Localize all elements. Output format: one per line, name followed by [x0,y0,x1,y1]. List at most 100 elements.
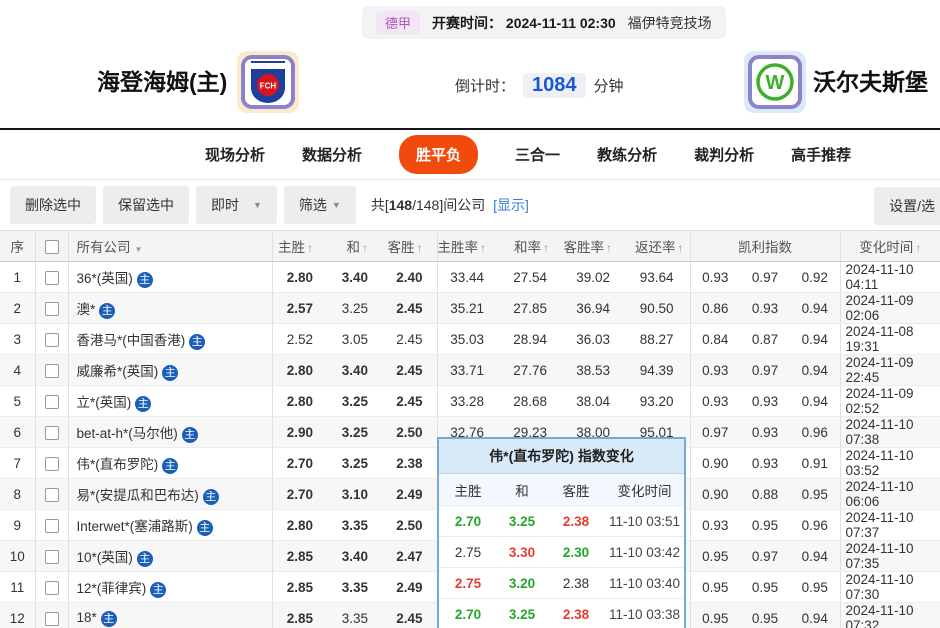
col-payout[interactable]: 返还率 ↑ [626,230,690,262]
kelly-draw: 0.93 [740,416,790,448]
draw-rate: 27.54 [500,261,563,293]
col-change-time[interactable]: 变化时间 ↑ [839,230,940,262]
row-checkbox[interactable] [44,518,59,533]
kelly-draw: 0.93 [740,447,790,479]
change-time: 2024-11-10 07:37 [839,509,940,541]
col-draw-odds[interactable]: 和 ↑ [327,230,382,262]
payout-rate: 94.39 [626,354,690,386]
select-all-checkbox[interactable] [44,239,59,254]
company-name-cell[interactable]: 36*(英国) 主 [67,261,272,293]
draw-odds: 3.05 [327,323,382,355]
sort-asc-icon: ↑ [307,241,313,255]
kelly-draw: 0.88 [740,478,790,510]
row-checkbox[interactable] [44,270,59,285]
popup-away-odds: 2.38 [562,575,590,591]
delete-selected-button[interactable]: 删除选中 [10,186,96,224]
draw-odds: 3.35 [327,509,382,541]
tab-现场分析[interactable]: 现场分析 [205,147,266,164]
change-time: 2024-11-10 06:06 [839,478,940,510]
company-name-cell[interactable]: 伟*(直布罗陀) 主 [67,447,272,479]
home-odds: 2.52 [271,323,327,355]
away-odds: 2.45 [382,602,437,628]
row-checkbox-cell [34,478,68,510]
col-home-odds[interactable]: 主胜 ↑ [271,230,327,262]
company-name: bet-at-h*(马尔他) [76,425,178,441]
company-name-cell[interactable]: Interwet*(塞浦路斯) 主 [67,509,272,541]
company-name-cell[interactable]: 香港马*(中国香港) 主 [67,323,272,355]
tab-三合一[interactable]: 三合一 [515,147,561,164]
away-rate: 38.04 [563,385,626,417]
tab-数据分析[interactable]: 数据分析 [302,147,363,164]
row-seq: 4 [0,354,35,386]
home-odds: 2.90 [271,416,327,448]
kelly-draw: 0.95 [740,509,790,541]
company-name-cell[interactable]: 威廉希*(英国) 主 [67,354,272,386]
sort-asc-icon: ↑ [543,241,549,255]
popup-col-draw: 和 [515,483,529,499]
col-draw-rate[interactable]: 和率 ↑ [500,230,563,262]
kelly-away: 0.94 [790,292,841,324]
company-name-cell[interactable]: 立*(英国) 主 [67,385,272,417]
table-row: 6 bet-at-h*(马尔他) 主 2.90 3.25 2.50 32.76 29.23 38… [0,416,940,448]
popup-col-away: 客胜 [562,483,590,499]
row-checkbox[interactable] [44,332,59,347]
away-team-logo: W [744,51,806,113]
kelly-draw: 0.95 [740,602,790,628]
col-away-odds[interactable]: 客胜 ↑ [382,230,437,262]
kelly-home: 0.93 [689,509,740,541]
show-link[interactable]: [显示] [493,197,529,213]
draw-rate: 28.94 [500,323,563,355]
row-checkbox[interactable] [44,456,59,471]
away-rate: 36.03 [563,323,626,355]
company-name-cell[interactable]: bet-at-h*(马尔他) 主 [67,416,272,448]
home-odds: 2.85 [271,602,327,628]
kelly-draw: 0.93 [740,385,790,417]
live-odds-select[interactable]: 即时 ▼ [196,186,277,224]
row-checkbox[interactable] [44,301,59,316]
table-row: 1 36*(英国) 主 2.80 3.40 2.40 33.44 27.54 39.02 93.6… [0,261,940,293]
popup-col-home: 主胜 [454,483,482,499]
company-name-cell[interactable]: 10*(英国) 主 [67,540,272,572]
main-company-badge: 主 [189,333,206,350]
filter-select[interactable]: 筛选 ▼ [283,186,356,224]
col-company[interactable]: 所有公司 ▼ [67,230,272,262]
row-checkbox[interactable] [44,611,59,626]
venue: 福伊特竞技场 [627,14,712,31]
company-name-cell[interactable]: 易*(安提瓜和巴布达) 主 [67,478,272,510]
tab-高手推荐[interactable]: 高手推荐 [791,147,852,164]
row-checkbox[interactable] [44,363,59,378]
away-rate: 39.02 [563,261,626,293]
row-checkbox[interactable] [44,394,59,409]
draw-odds: 3.25 [327,292,382,324]
company-name-cell[interactable]: 澳* 主 [67,292,272,324]
tab-裁判分析[interactable]: 裁判分析 [694,147,755,164]
kickoff-time: 2024-11-11 02:30 [505,14,616,31]
popup-draw-odds: 3.20 [508,575,536,591]
row-checkbox[interactable] [44,487,59,502]
row-checkbox[interactable] [44,549,59,564]
col-away-rate[interactable]: 客胜率 ↑ [563,230,626,262]
tab-胜平负[interactable]: 胜平负 [399,135,479,174]
away-odds: 2.38 [382,447,437,479]
row-seq: 9 [0,509,35,541]
row-checkbox-cell [34,354,68,386]
row-checkbox[interactable] [44,580,59,595]
keep-selected-button[interactable]: 保留选中 [103,186,189,224]
home-odds: 2.85 [271,571,327,603]
tab-教练分析[interactable]: 教练分析 [597,147,658,164]
company-name-cell[interactable]: 18* 主 [67,602,272,628]
company-name: 香港马*(中国香港) [76,332,186,348]
away-odds: 2.50 [382,509,437,541]
main-company-badge: 主 [136,271,153,288]
popup-history-row: 2.70 3.25 2.38 11-10 03:38 [439,598,684,628]
countdown-value: 1084 [523,73,586,98]
settings-button[interactable]: 设置/选 [874,187,940,225]
company-name: 澳* [76,301,96,317]
main-company-badge: 主 [136,550,153,567]
sort-asc-icon: ↑ [606,241,612,255]
company-name-cell[interactable]: 12*(菲律宾) 主 [67,571,272,603]
change-time: 2024-11-10 07:35 [839,540,940,572]
kelly-away: 0.95 [790,478,841,510]
row-checkbox[interactable] [44,425,59,440]
col-home-rate[interactable]: 主胜率 ↑ [436,230,500,262]
